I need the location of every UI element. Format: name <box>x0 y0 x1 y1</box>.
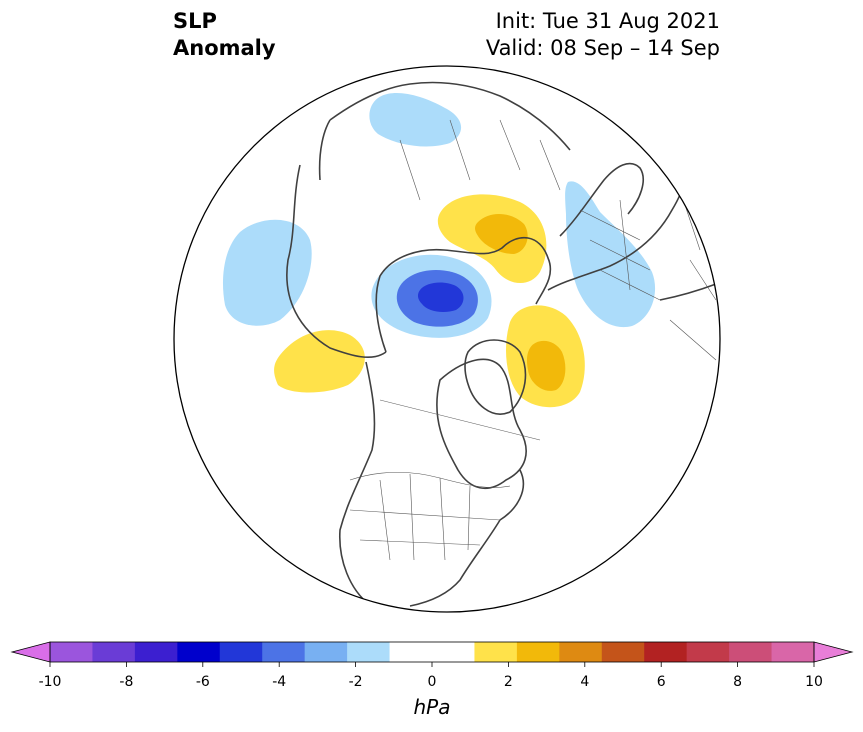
colorbar-cell <box>432 642 475 662</box>
colorbar-cell <box>92 642 136 662</box>
colorbar-tick-label: 2 <box>503 674 513 690</box>
border-4 <box>379 473 471 561</box>
coast-siberia <box>375 236 552 353</box>
border-6 <box>399 119 561 201</box>
init-date: Init: Tue 31 Aug 2021 <box>495 9 720 33</box>
colorbar-unit: hPa <box>413 695 451 719</box>
border-7 <box>579 199 661 301</box>
anomaly-barents-high-4 <box>475 213 528 254</box>
coast-north-america <box>339 361 376 606</box>
coast-east-america <box>409 469 525 607</box>
polar-map <box>173 65 721 613</box>
map-boundary <box>173 65 721 613</box>
colorbar-cell <box>516 642 560 662</box>
colorbar-cell <box>50 642 93 662</box>
colorbar-cell <box>262 642 306 662</box>
colorbar-tick-label: -6 <box>195 674 210 690</box>
colorbar-cell <box>559 642 603 662</box>
coastlines <box>286 81 717 607</box>
coast-north-asia <box>329 81 571 151</box>
border-1 <box>349 471 511 488</box>
anomaly-shading <box>222 93 656 408</box>
forecast-dates: Init: Tue 31 Aug 2021 Valid: 08 Sep – 14… <box>486 8 720 62</box>
colorbar-cell <box>771 642 815 662</box>
colorbar-cell <box>729 642 773 662</box>
coast-scandinavia <box>559 162 644 237</box>
anomaly-arctic-low-6 <box>417 282 464 312</box>
colorbar-cell <box>347 642 391 662</box>
anomaly-pacific-high <box>274 330 365 393</box>
anomaly-north-pacific-low <box>369 93 462 147</box>
colorbar-cell <box>304 642 348 662</box>
coast-greenland <box>464 339 527 415</box>
colorbar-tick-label: 6 <box>656 674 666 690</box>
border-3 <box>359 539 481 546</box>
border-2 <box>349 509 501 521</box>
colorbar-tick-label: 4 <box>580 674 590 690</box>
colorbar-over-extend <box>813 641 854 663</box>
colorbar-under-extend <box>10 641 51 663</box>
colorbar-cell <box>644 642 688 662</box>
colorbar-cell <box>601 642 645 662</box>
colorbar-cell <box>474 642 518 662</box>
colorbar <box>10 641 854 667</box>
title-line-1: SLP <box>173 9 217 33</box>
colorbar-tick-marks <box>49 662 815 667</box>
colorbar-cell <box>134 642 178 662</box>
coast-asia-pacific <box>286 164 387 359</box>
colorbar-tick-label: 0 <box>427 674 437 690</box>
colorbar-cell <box>219 642 263 662</box>
anomaly-europe-low <box>565 181 656 328</box>
colorbar-tick-label: -8 <box>119 674 134 690</box>
anomaly-greenland-high-4 <box>526 340 566 391</box>
valid-range: Valid: 08 Sep – 14 Sep <box>485 36 720 60</box>
colorbar-cell <box>177 642 221 662</box>
colorbar-cell <box>686 642 730 662</box>
coast-hudson <box>436 358 527 489</box>
title-line-2: Anomaly <box>173 36 276 60</box>
coast-mediterranean <box>659 283 717 301</box>
colorbar-tick-label: -10 <box>38 674 62 690</box>
colorbar-tick-label: 10 <box>805 674 823 690</box>
colorbar-cell <box>389 642 433 662</box>
border-5 <box>379 399 541 441</box>
coast-asia-east <box>318 119 331 181</box>
colorbar-tick-label: -2 <box>348 674 363 690</box>
colorbar-tick-label: 8 <box>733 674 743 690</box>
colorbar-cells <box>50 642 815 662</box>
colorbar-tick-label: -4 <box>272 674 287 690</box>
chart-title: SLP Anomaly <box>173 8 276 62</box>
